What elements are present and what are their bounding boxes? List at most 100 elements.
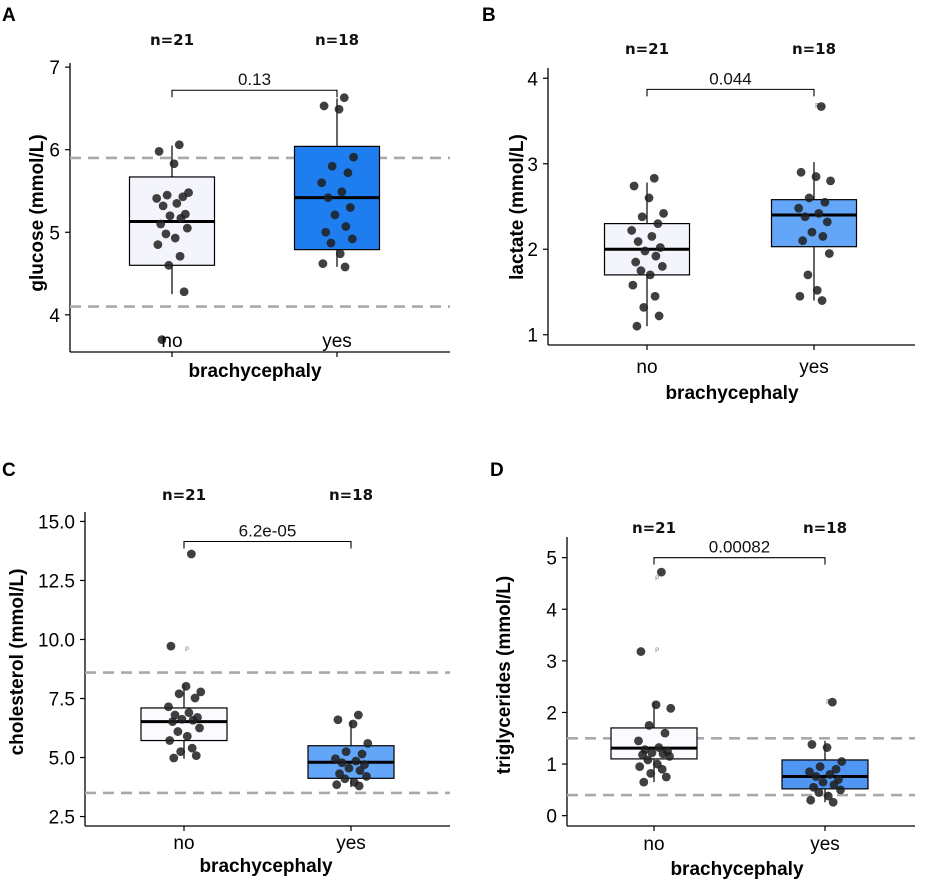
data-point-yes bbox=[355, 766, 365, 775]
data-point-yes bbox=[345, 203, 355, 212]
data-point-no bbox=[169, 753, 179, 763]
y-tick-label: 7 bbox=[49, 58, 60, 79]
data-point-no bbox=[165, 211, 175, 221]
n-count-no: n=21 bbox=[150, 31, 194, 49]
p-value-label: 0.00082 bbox=[709, 538, 770, 557]
data-point-no bbox=[655, 243, 665, 252]
y-axis-title: glucose (mmol/L) bbox=[27, 134, 48, 291]
x-axis-title: brachycephaly bbox=[188, 361, 321, 382]
y-tick-label: 3 bbox=[546, 652, 557, 673]
data-point-yes bbox=[803, 270, 813, 280]
data-point-no bbox=[649, 173, 659, 183]
data-point-no bbox=[651, 700, 661, 710]
data-point-no bbox=[168, 717, 177, 727]
data-point-no bbox=[161, 229, 171, 239]
panel-letter-d: D bbox=[490, 460, 504, 481]
data-point-yes bbox=[340, 262, 350, 272]
data-point-no bbox=[644, 193, 654, 203]
data-point-no bbox=[628, 280, 638, 290]
x-tick-label: no bbox=[161, 331, 182, 352]
y-tick-label: 2 bbox=[546, 703, 557, 724]
data-point-no bbox=[176, 213, 186, 223]
data-point-yes bbox=[363, 738, 373, 748]
n-count-no: n=21 bbox=[632, 519, 676, 537]
significance-bracket bbox=[646, 88, 815, 97]
n-count-no: n=21 bbox=[625, 40, 669, 58]
data-point-no bbox=[657, 261, 667, 271]
data-point-yes bbox=[341, 222, 351, 231]
data-point-yes bbox=[804, 193, 814, 203]
data-point-no bbox=[187, 743, 197, 753]
y-tick-label: 7.5 bbox=[49, 690, 75, 711]
data-point-yes bbox=[362, 772, 371, 781]
data-point-no bbox=[162, 190, 172, 200]
data-point-yes bbox=[807, 740, 817, 749]
x-tick-label: yes bbox=[336, 833, 366, 854]
data-point-no bbox=[154, 146, 164, 156]
data-point-no bbox=[639, 777, 649, 787]
data-point-no bbox=[627, 226, 637, 235]
data-point-no bbox=[170, 710, 180, 720]
data-point-no bbox=[164, 702, 173, 712]
data-point-yes bbox=[332, 780, 342, 790]
data-point-no bbox=[637, 212, 647, 222]
data-point-no bbox=[182, 731, 192, 741]
y-tick-label: 6 bbox=[49, 141, 60, 162]
data-point-yes bbox=[318, 259, 328, 269]
x-tick-label: no bbox=[643, 834, 664, 855]
y-tick-label: 1 bbox=[546, 755, 557, 776]
data-point-no bbox=[643, 755, 653, 765]
p-value-label: 6.2e-05 bbox=[239, 522, 297, 541]
data-point-yes bbox=[800, 212, 810, 222]
outlier-marker: P bbox=[655, 574, 659, 582]
data-point-yes bbox=[796, 167, 806, 177]
data-point-yes bbox=[348, 719, 358, 729]
y-tick-label: 12.5 bbox=[38, 571, 75, 592]
y-axis-title: cholesterol (mmol/L) bbox=[7, 569, 28, 756]
data-point-no bbox=[651, 251, 661, 261]
data-point-no bbox=[153, 240, 163, 250]
data-point-no bbox=[191, 751, 201, 761]
data-point-yes bbox=[805, 767, 814, 777]
data-point-yes bbox=[323, 193, 333, 202]
data-point-no bbox=[157, 335, 167, 345]
p-value-label: 0.13 bbox=[238, 70, 271, 89]
data-point-yes bbox=[822, 217, 832, 227]
data-point-yes bbox=[823, 791, 833, 801]
y-tick-label: 15.0 bbox=[38, 512, 75, 533]
data-point-no bbox=[654, 311, 664, 321]
data-point-yes bbox=[814, 788, 824, 797]
data-point-yes bbox=[343, 168, 353, 178]
x-tick-label: no bbox=[636, 357, 657, 378]
y-axis-title: lactate (mmol/L) bbox=[507, 134, 528, 280]
data-point-no bbox=[634, 736, 643, 746]
n-count-no: n=21 bbox=[162, 486, 206, 504]
data-point-no bbox=[640, 246, 650, 256]
y-tick-label: 4 bbox=[49, 306, 60, 327]
data-point-no bbox=[654, 743, 664, 752]
significance-bracket bbox=[653, 557, 826, 565]
data-point-no bbox=[156, 219, 166, 229]
data-point-yes bbox=[330, 210, 340, 220]
data-point-yes bbox=[829, 780, 839, 790]
x-tick-label: yes bbox=[799, 357, 829, 378]
y-tick-label: 10.0 bbox=[38, 630, 75, 651]
data-point-no bbox=[177, 714, 187, 724]
panel-letter-a: A bbox=[2, 5, 16, 26]
data-point-no bbox=[181, 681, 191, 691]
data-point-yes bbox=[824, 249, 834, 258]
data-point-no bbox=[173, 727, 183, 736]
y-tick-label: 5 bbox=[49, 223, 60, 244]
data-point-no bbox=[165, 736, 175, 745]
y-tick-label: 2 bbox=[527, 240, 538, 261]
data-point-yes bbox=[812, 285, 822, 295]
panel-letter-b: B bbox=[482, 5, 496, 26]
data-point-no bbox=[152, 194, 162, 203]
data-point-no bbox=[175, 251, 185, 261]
data-point-no bbox=[190, 693, 200, 703]
data-point-no bbox=[660, 728, 670, 738]
data-point-no bbox=[186, 549, 196, 559]
data-point-no bbox=[631, 257, 641, 267]
data-point-yes bbox=[321, 227, 331, 237]
